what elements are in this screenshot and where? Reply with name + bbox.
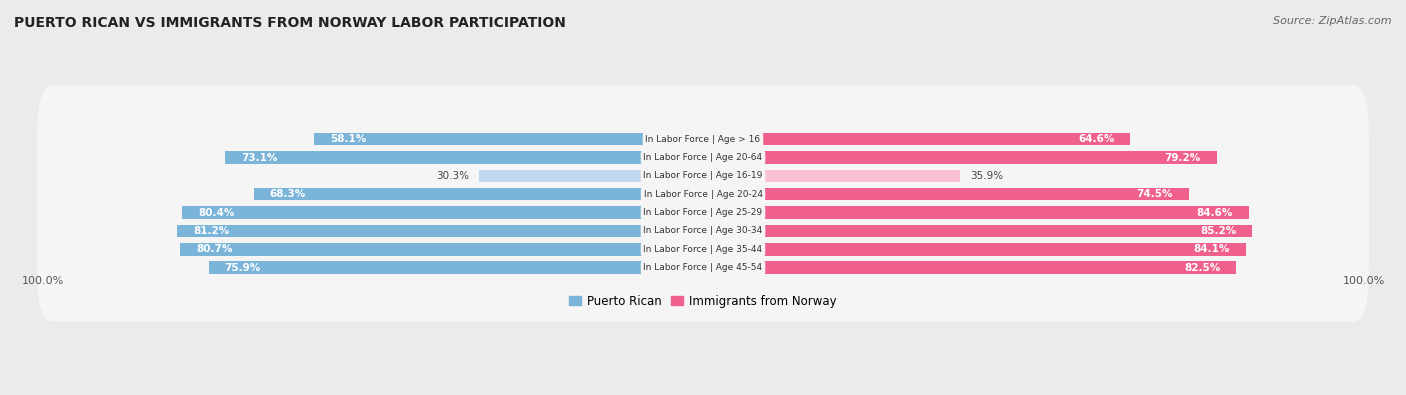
Text: 64.6%: 64.6%	[1078, 134, 1115, 144]
Text: 79.2%: 79.2%	[1164, 152, 1201, 163]
Text: 75.9%: 75.9%	[225, 263, 262, 273]
Text: In Labor Force | Age 45-54: In Labor Force | Age 45-54	[644, 263, 762, 272]
Bar	[180, 243, 658, 256]
Text: 81.2%: 81.2%	[193, 226, 229, 236]
Bar	[225, 151, 658, 164]
Text: In Labor Force | Age 35-44: In Labor Force | Age 35-44	[644, 245, 762, 254]
Text: 58.1%: 58.1%	[330, 134, 367, 144]
FancyBboxPatch shape	[38, 159, 1368, 267]
Bar	[314, 133, 658, 145]
Legend: Puerto Rican, Immigrants from Norway: Puerto Rican, Immigrants from Norway	[565, 290, 841, 312]
Text: PUERTO RICAN VS IMMIGRANTS FROM NORWAY LABOR PARTICIPATION: PUERTO RICAN VS IMMIGRANTS FROM NORWAY L…	[14, 16, 567, 30]
Bar	[479, 170, 658, 182]
Text: 80.7%: 80.7%	[197, 244, 232, 254]
Text: In Labor Force | Age 25-29: In Labor Force | Age 25-29	[644, 208, 762, 217]
Bar	[253, 188, 658, 201]
Text: 73.1%: 73.1%	[242, 152, 277, 163]
Text: 100.0%: 100.0%	[21, 276, 63, 286]
Bar	[748, 225, 1253, 237]
Text: 30.3%: 30.3%	[436, 171, 470, 181]
Bar	[748, 133, 1130, 145]
Bar	[748, 243, 1246, 256]
Bar	[748, 188, 1189, 201]
FancyBboxPatch shape	[38, 214, 1368, 322]
FancyBboxPatch shape	[38, 177, 1368, 285]
Bar	[208, 261, 658, 274]
FancyBboxPatch shape	[38, 85, 1368, 193]
Text: Source: ZipAtlas.com: Source: ZipAtlas.com	[1274, 16, 1392, 26]
Bar	[748, 170, 960, 182]
Bar	[183, 206, 658, 219]
FancyBboxPatch shape	[38, 140, 1368, 248]
Text: 84.6%: 84.6%	[1197, 208, 1233, 218]
Text: In Labor Force | Age 20-64: In Labor Force | Age 20-64	[644, 153, 762, 162]
Text: In Labor Force | Age 20-24: In Labor Force | Age 20-24	[644, 190, 762, 199]
Text: In Labor Force | Age > 16: In Labor Force | Age > 16	[645, 135, 761, 144]
Text: In Labor Force | Age 16-19: In Labor Force | Age 16-19	[644, 171, 762, 181]
Text: 85.2%: 85.2%	[1201, 226, 1236, 236]
Text: 74.5%: 74.5%	[1136, 189, 1173, 199]
FancyBboxPatch shape	[38, 122, 1368, 230]
Text: 100.0%: 100.0%	[1343, 276, 1385, 286]
Text: 35.9%: 35.9%	[970, 171, 1002, 181]
Text: 84.1%: 84.1%	[1194, 244, 1230, 254]
Text: In Labor Force | Age 30-34: In Labor Force | Age 30-34	[644, 226, 762, 235]
Text: 68.3%: 68.3%	[270, 189, 307, 199]
Bar	[177, 225, 658, 237]
Text: 82.5%: 82.5%	[1184, 263, 1220, 273]
Bar	[748, 261, 1236, 274]
FancyBboxPatch shape	[38, 103, 1368, 211]
Bar	[748, 151, 1216, 164]
Text: 80.4%: 80.4%	[198, 208, 235, 218]
Bar	[748, 206, 1249, 219]
FancyBboxPatch shape	[38, 196, 1368, 303]
